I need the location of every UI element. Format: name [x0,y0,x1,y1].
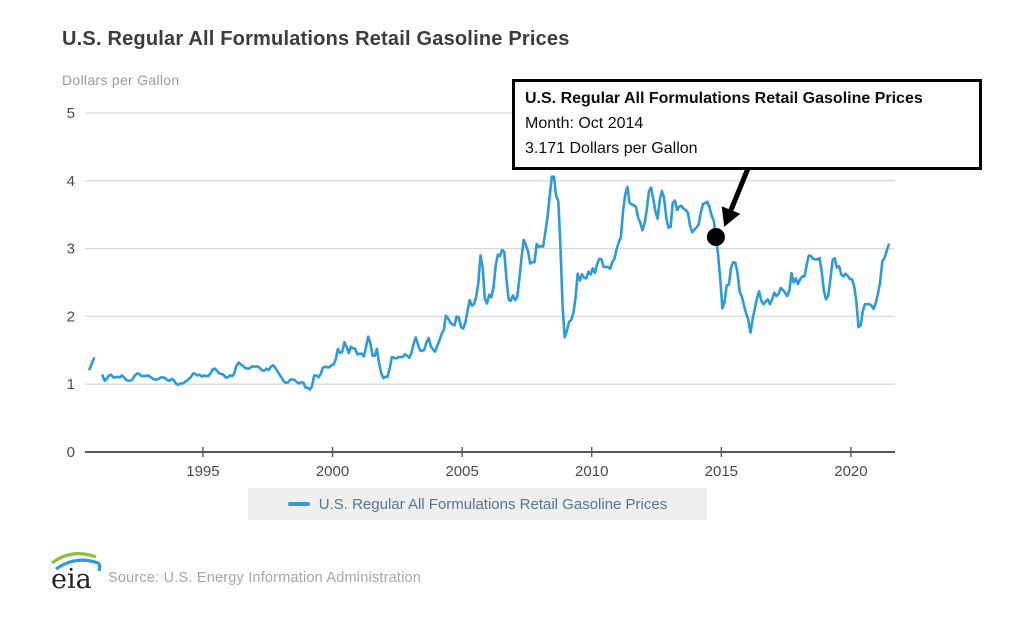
x-tick-label: 2000 [316,463,349,480]
grid-layer: 0 1 2 3 4 5 1995 2000 2005 2010 2015 2020 [67,105,895,480]
tooltip-value: 3.171 Dollars per Gallon [525,140,698,157]
y-axis-title: Dollars per Gallon [62,72,180,88]
legend[interactable]: U.S. Regular All Formulations Retail Gas… [248,488,707,520]
eia-logo-text: eia [51,564,92,592]
x-tick-label: 2015 [705,463,738,480]
tooltip-month: Month: Oct 2014 [525,115,644,132]
selected-point-marker[interactable] [706,228,725,246]
y-tick-label: 0 [67,444,75,461]
y-tick-label: 2 [67,308,75,325]
tooltip: U.S. Regular All Formulations Retail Gas… [512,79,982,170]
legend-line-swatch [287,502,310,506]
marker-layer [706,228,725,246]
eia-logo: eia [51,552,102,592]
x-tick-label: 2005 [445,463,478,480]
tooltip-arrow [721,160,754,227]
series-layer [88,175,890,391]
x-tick-label: 1995 [186,463,219,480]
y-tick-label: 3 [67,241,75,258]
price-line[interactable] [88,175,890,391]
page-title: U.S. Regular All Formulations Retail Gas… [62,28,570,50]
legend-label: U.S. Regular All Formulations Retail Gas… [318,495,668,513]
tooltip-title: U.S. Regular All Formulations Retail Gas… [525,90,923,107]
tooltip-arrow-head [721,206,741,227]
x-tick-label: 2020 [834,463,867,480]
y-tick-label: 5 [67,105,75,122]
source-attribution: Source: U.S. Energy Information Administ… [108,570,422,586]
x-tick-label: 2010 [575,463,608,480]
eia-logo-blue-swoosh [55,558,102,572]
y-tick-label: 4 [67,173,75,190]
y-tick-label: 1 [67,376,75,393]
eia-logo-green-swoosh [51,552,97,565]
